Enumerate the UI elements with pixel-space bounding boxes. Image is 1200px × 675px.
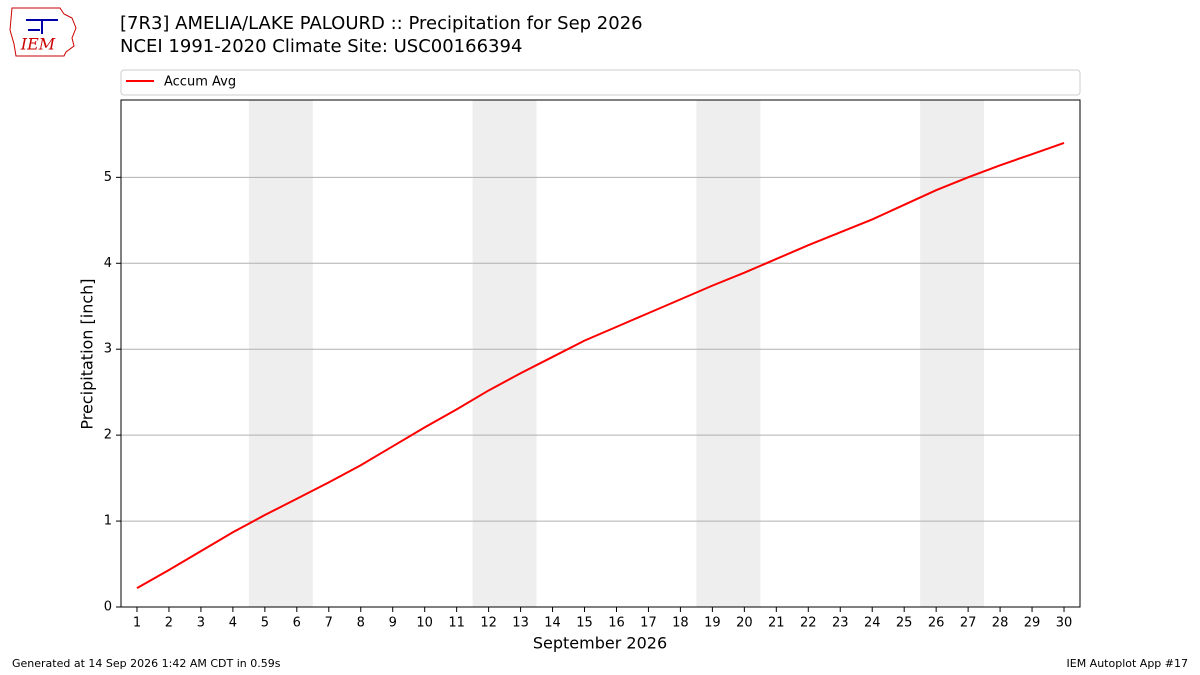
x-tick-label: 27 xyxy=(960,616,977,631)
x-tick-label: 3 xyxy=(197,616,205,631)
x-tick-label: 17 xyxy=(640,616,657,631)
weekend-shade xyxy=(696,100,761,607)
x-tick-label: 10 xyxy=(416,616,433,631)
x-tick-label: 11 xyxy=(448,616,465,631)
x-tick-label: 4 xyxy=(229,616,237,631)
x-tick-label: 25 xyxy=(896,616,913,631)
x-tick-label: 29 xyxy=(1024,616,1041,631)
x-tick-label: 24 xyxy=(864,616,881,631)
y-tick-label: 1 xyxy=(104,514,112,529)
y-tick-label: 2 xyxy=(104,428,112,443)
x-tick-label: 19 xyxy=(704,616,721,631)
footer-left: Generated at 14 Sep 2026 1:42 AM CDT in … xyxy=(12,657,281,670)
y-tick-label: 3 xyxy=(104,342,112,357)
weekend-shade xyxy=(472,100,537,607)
x-tick-label: 20 xyxy=(736,616,753,631)
x-tick-label: 15 xyxy=(576,616,593,631)
x-axis-label: September 2026 xyxy=(533,634,667,653)
chart-title: [7R3] AMELIA/LAKE PALOURD :: Precipitati… xyxy=(120,13,643,34)
x-tick-label: 6 xyxy=(293,616,301,631)
x-tick-label: 18 xyxy=(672,616,689,631)
footer-right: IEM Autoplot App #17 xyxy=(1067,657,1189,670)
x-tick-label: 28 xyxy=(992,616,1009,631)
x-tick-label: 12 xyxy=(480,616,497,631)
weekend-shade xyxy=(920,100,985,607)
x-tick-label: 21 xyxy=(768,616,785,631)
data-line xyxy=(136,142,1065,589)
x-tick-label: 5 xyxy=(261,616,269,631)
legend-label: Accum Avg xyxy=(164,75,236,90)
logo: IEM xyxy=(9,7,77,57)
y-axis-label: Precipitation [inch] xyxy=(78,278,97,429)
x-tick-label: 8 xyxy=(357,616,365,631)
plot-frame xyxy=(120,99,1081,608)
x-tick-label: 30 xyxy=(1056,616,1073,631)
x-tick-label: 2 xyxy=(165,616,173,631)
x-tick-label: 14 xyxy=(544,616,561,631)
y-tick-label: 0 xyxy=(104,600,112,615)
x-tick-label: 7 xyxy=(325,616,333,631)
x-tick-label: 9 xyxy=(389,616,397,631)
x-tick-label: 13 xyxy=(512,616,529,631)
x-tick-label: 22 xyxy=(800,616,817,631)
x-tick-label: 16 xyxy=(608,616,625,631)
x-tick-label: 23 xyxy=(832,616,849,631)
y-tick-label: 5 xyxy=(104,170,112,185)
logo-outline xyxy=(9,7,77,57)
legend-box xyxy=(120,69,1081,96)
y-tick-label: 4 xyxy=(104,256,112,271)
logo-text: IEM xyxy=(20,35,56,54)
weekend-shade xyxy=(248,100,313,607)
x-tick-label: 26 xyxy=(928,616,945,631)
logo-symbol xyxy=(26,19,58,34)
x-tick-label: 1 xyxy=(133,616,141,631)
chart-subtitle: NCEI 1991-2020 Climate Site: USC00166394 xyxy=(120,36,522,57)
